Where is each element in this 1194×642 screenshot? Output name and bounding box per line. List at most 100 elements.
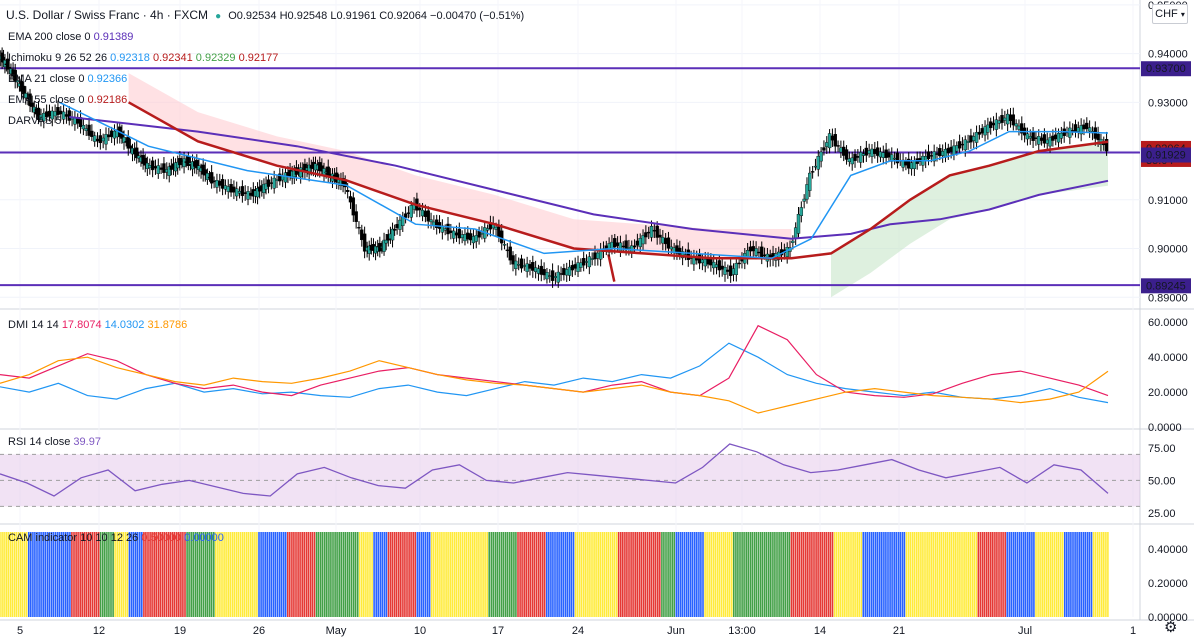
candle bbox=[384, 239, 388, 244]
candle bbox=[159, 167, 163, 170]
rsi-line bbox=[0, 443, 1109, 497]
candle bbox=[272, 177, 276, 189]
candle bbox=[1017, 125, 1021, 130]
candle bbox=[449, 230, 453, 233]
candle bbox=[638, 238, 642, 248]
candle bbox=[870, 148, 874, 157]
candle bbox=[649, 226, 654, 238]
candle bbox=[573, 264, 577, 269]
candle bbox=[128, 145, 133, 149]
legend-2: EMA 21 close 0 0.92366 bbox=[8, 73, 127, 85]
x-tick-label: 26 bbox=[253, 625, 265, 637]
candle bbox=[1031, 131, 1035, 141]
legend-1: Ichimoku 9 26 52 26 0.92318 0.92341 0.92… bbox=[8, 52, 278, 64]
candle bbox=[197, 165, 201, 170]
candle bbox=[42, 112, 46, 122]
dmi-y-tick: 40.0000 bbox=[1148, 352, 1188, 364]
candle bbox=[1008, 114, 1013, 122]
candle bbox=[1003, 117, 1007, 121]
candle bbox=[567, 266, 572, 276]
candle bbox=[720, 265, 724, 270]
candle bbox=[938, 148, 942, 157]
currency-selector[interactable]: CHF ▾ bbox=[1152, 4, 1188, 24]
candle bbox=[655, 225, 659, 238]
candle bbox=[963, 139, 967, 151]
candle bbox=[966, 141, 970, 143]
candle bbox=[237, 191, 242, 194]
gear-icon[interactable]: ⚙ bbox=[1164, 619, 1178, 636]
rsi-y-tick: 25.00 bbox=[1148, 508, 1176, 520]
candle bbox=[30, 102, 34, 107]
candle bbox=[525, 263, 529, 272]
candle bbox=[98, 135, 103, 144]
candle bbox=[463, 234, 467, 242]
candle bbox=[122, 136, 126, 143]
cam-y-tick: 0.20000 bbox=[1148, 578, 1188, 590]
candle bbox=[731, 268, 736, 275]
candle bbox=[1000, 115, 1004, 123]
candle bbox=[960, 143, 965, 146]
candle bbox=[64, 114, 69, 117]
candle bbox=[21, 85, 26, 95]
price-tag-label: 0.89245 bbox=[1146, 280, 1186, 292]
x-tick-label: 10 bbox=[414, 625, 426, 637]
candle bbox=[1014, 123, 1018, 127]
candle bbox=[663, 238, 668, 245]
candle bbox=[678, 247, 682, 255]
candle bbox=[143, 157, 147, 166]
symbol-title[interactable]: U.S. Dollar / Swiss Franc · 4h · FXCM bbox=[6, 8, 209, 22]
candle bbox=[522, 265, 527, 267]
candle bbox=[167, 166, 171, 176]
x-tick-label: 12 bbox=[93, 625, 105, 637]
dmi-series-ADX bbox=[0, 356, 1109, 414]
candle bbox=[223, 185, 228, 190]
candle bbox=[1073, 124, 1078, 133]
candle bbox=[1037, 136, 1041, 145]
candle bbox=[406, 212, 411, 214]
candle bbox=[519, 258, 524, 269]
y-tick-label: 0.90000 bbox=[1148, 244, 1188, 256]
candle bbox=[266, 179, 271, 187]
x-tick-label: Jun bbox=[667, 625, 685, 637]
candle bbox=[1045, 139, 1049, 144]
candle bbox=[711, 261, 716, 269]
candle bbox=[348, 196, 353, 203]
candle bbox=[1011, 114, 1016, 126]
cam-legend: CAM indicator 10 10 12 26 0.50000 0.0000… bbox=[8, 532, 224, 544]
ema21-line bbox=[59, 101, 1109, 260]
candle bbox=[545, 272, 549, 280]
candle bbox=[593, 252, 597, 260]
candle bbox=[446, 223, 450, 235]
candle bbox=[884, 149, 888, 158]
candle bbox=[748, 246, 753, 252]
x-tick-label: 5 bbox=[17, 625, 23, 637]
candle bbox=[104, 134, 108, 145]
candle bbox=[969, 135, 973, 143]
candle bbox=[1048, 137, 1052, 147]
candle bbox=[751, 246, 755, 252]
y-tick-label: 0.94000 bbox=[1148, 49, 1188, 61]
candle bbox=[714, 264, 719, 268]
candle bbox=[550, 270, 555, 281]
candle bbox=[983, 126, 987, 136]
candle bbox=[153, 166, 158, 169]
candle bbox=[195, 160, 199, 169]
candle bbox=[351, 197, 356, 216]
candle bbox=[148, 165, 152, 169]
candle bbox=[423, 210, 428, 217]
candle bbox=[946, 147, 951, 154]
candle bbox=[904, 160, 908, 166]
candle bbox=[392, 228, 397, 231]
candle bbox=[613, 238, 617, 248]
candle bbox=[839, 147, 843, 153]
candle bbox=[502, 244, 507, 246]
candle bbox=[67, 110, 71, 121]
candle bbox=[912, 160, 917, 169]
candle bbox=[723, 266, 727, 275]
candle bbox=[878, 151, 883, 158]
candle bbox=[644, 232, 648, 238]
candle bbox=[426, 210, 430, 222]
candle bbox=[1039, 137, 1044, 141]
price-tag-label: 0.93700 bbox=[1146, 63, 1186, 75]
